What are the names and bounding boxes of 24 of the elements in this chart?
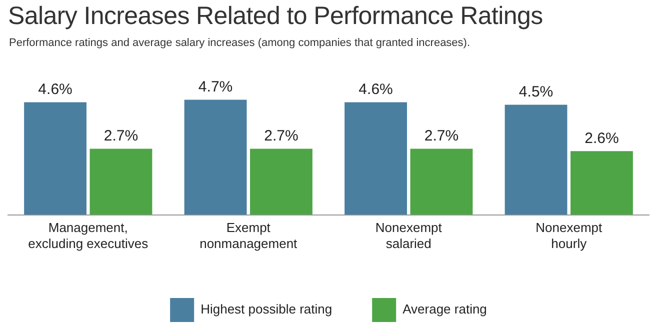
x-tick-label: Management, excluding executives bbox=[28, 220, 149, 251]
bar bbox=[504, 104, 568, 215]
data-label: 4.6% bbox=[38, 80, 72, 98]
x-tick-label: Exempt nonmanagement bbox=[200, 220, 298, 251]
x-tick-label: Nonexempt hourly bbox=[536, 220, 602, 251]
data-label: 2.6% bbox=[584, 130, 619, 147]
bar bbox=[250, 148, 312, 215]
x-tick-label: Nonexempt salaried bbox=[375, 220, 442, 251]
data-label: 2.7% bbox=[264, 127, 298, 144]
legend-label: Highest possible rating bbox=[200, 302, 332, 317]
bar bbox=[184, 100, 247, 215]
data-label: 4.5% bbox=[518, 83, 554, 100]
bar bbox=[410, 148, 473, 215]
data-label: 2.7% bbox=[104, 127, 138, 144]
chart-title: Salary Increases Related to Performance Ratings bbox=[8, 2, 543, 31]
data-label: 2.7% bbox=[424, 127, 459, 144]
legend-label: Average rating bbox=[402, 302, 487, 317]
bar bbox=[570, 151, 633, 215]
data-label: 4.6% bbox=[358, 80, 393, 98]
data-label: 4.7% bbox=[198, 78, 233, 96]
bar bbox=[90, 148, 152, 215]
bar bbox=[344, 102, 407, 215]
bar bbox=[24, 102, 86, 215]
chart-subtitle: Performance ratings and average salary increases (among companies that granted increases). bbox=[9, 37, 470, 49]
